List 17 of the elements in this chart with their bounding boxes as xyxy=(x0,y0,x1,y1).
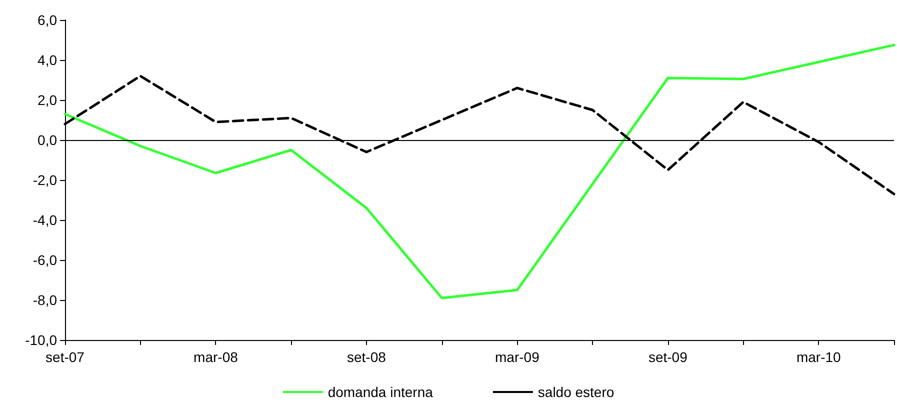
y-tick-label: -6,0 xyxy=(32,252,58,268)
y-tick-label: 4,0 xyxy=(38,52,58,68)
y-tick-label: 6,0 xyxy=(38,12,58,28)
y-tick-label: -8,0 xyxy=(32,292,58,308)
x-tick-label: set-08 xyxy=(346,349,386,365)
legend-label: saldo estero xyxy=(538,384,614,400)
y-tick-label: -2,0 xyxy=(32,172,58,188)
x-tick-label: set-07 xyxy=(46,349,85,365)
x-tick-label: mar-10 xyxy=(796,349,842,365)
legend-label: domanda interna xyxy=(328,384,434,400)
x-tick-label: mar-09 xyxy=(495,349,540,365)
y-tick-label: -4,0 xyxy=(32,212,58,228)
x-tick-label: set-09 xyxy=(648,349,688,365)
y-tick-label: 2,0 xyxy=(38,92,58,108)
y-tick-label: 0,0 xyxy=(38,132,58,148)
x-tick-label: mar-08 xyxy=(194,349,238,365)
y-tick-label: -10,0 xyxy=(25,332,58,348)
